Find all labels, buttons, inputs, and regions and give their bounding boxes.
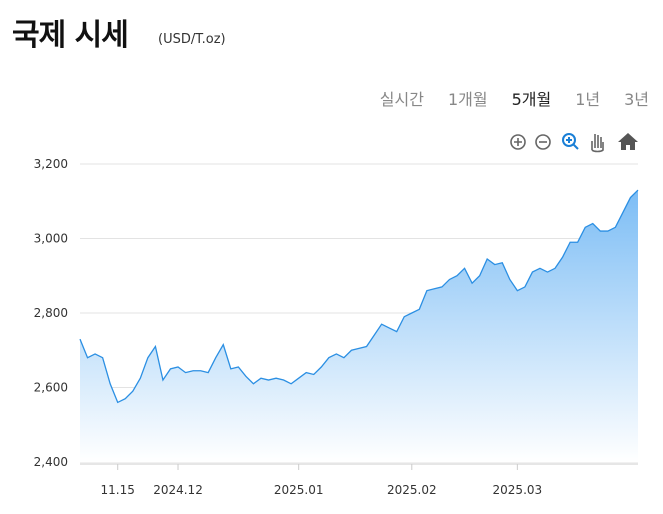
x-tick-label: 2025.01 bbox=[274, 483, 324, 497]
home[interactable] bbox=[618, 133, 638, 150]
y-tick-label: 2,400 bbox=[34, 455, 68, 469]
area bbox=[80, 190, 638, 462]
x-tick-label: 2024.12 bbox=[153, 483, 203, 497]
zoom-out[interactable] bbox=[535, 134, 551, 150]
y-tick-label: 2,600 bbox=[34, 381, 68, 395]
y-tick-label: 2,800 bbox=[34, 306, 68, 320]
pan[interactable] bbox=[591, 134, 604, 153]
x-tick-label: 11.15 bbox=[101, 483, 135, 497]
x-tick-label: 2025.02 bbox=[387, 483, 437, 497]
tab[interactable]: 1개월 bbox=[447, 90, 488, 109]
x-tick-label: 2025.03 bbox=[493, 483, 543, 497]
title: 국제 시세 bbox=[12, 18, 129, 53]
unit: (USD/T.oz) bbox=[158, 32, 226, 47]
tab[interactable]: 실시간 bbox=[379, 90, 424, 109]
zoom-select[interactable] bbox=[562, 133, 579, 150]
tab[interactable]: 1년 bbox=[575, 90, 601, 109]
tab[interactable]: 5개월 bbox=[511, 90, 552, 109]
y-tick-label: 3,000 bbox=[34, 232, 68, 246]
zoom-in[interactable] bbox=[510, 134, 526, 150]
line bbox=[79, 189, 639, 404]
y-tick-label: 3,200 bbox=[34, 157, 68, 171]
toolbar bbox=[510, 133, 638, 153]
tab[interactable]: 3년 bbox=[624, 90, 649, 109]
tabs: 실시간 1개월 5개월 1년 3년 bbox=[380, 86, 649, 110]
